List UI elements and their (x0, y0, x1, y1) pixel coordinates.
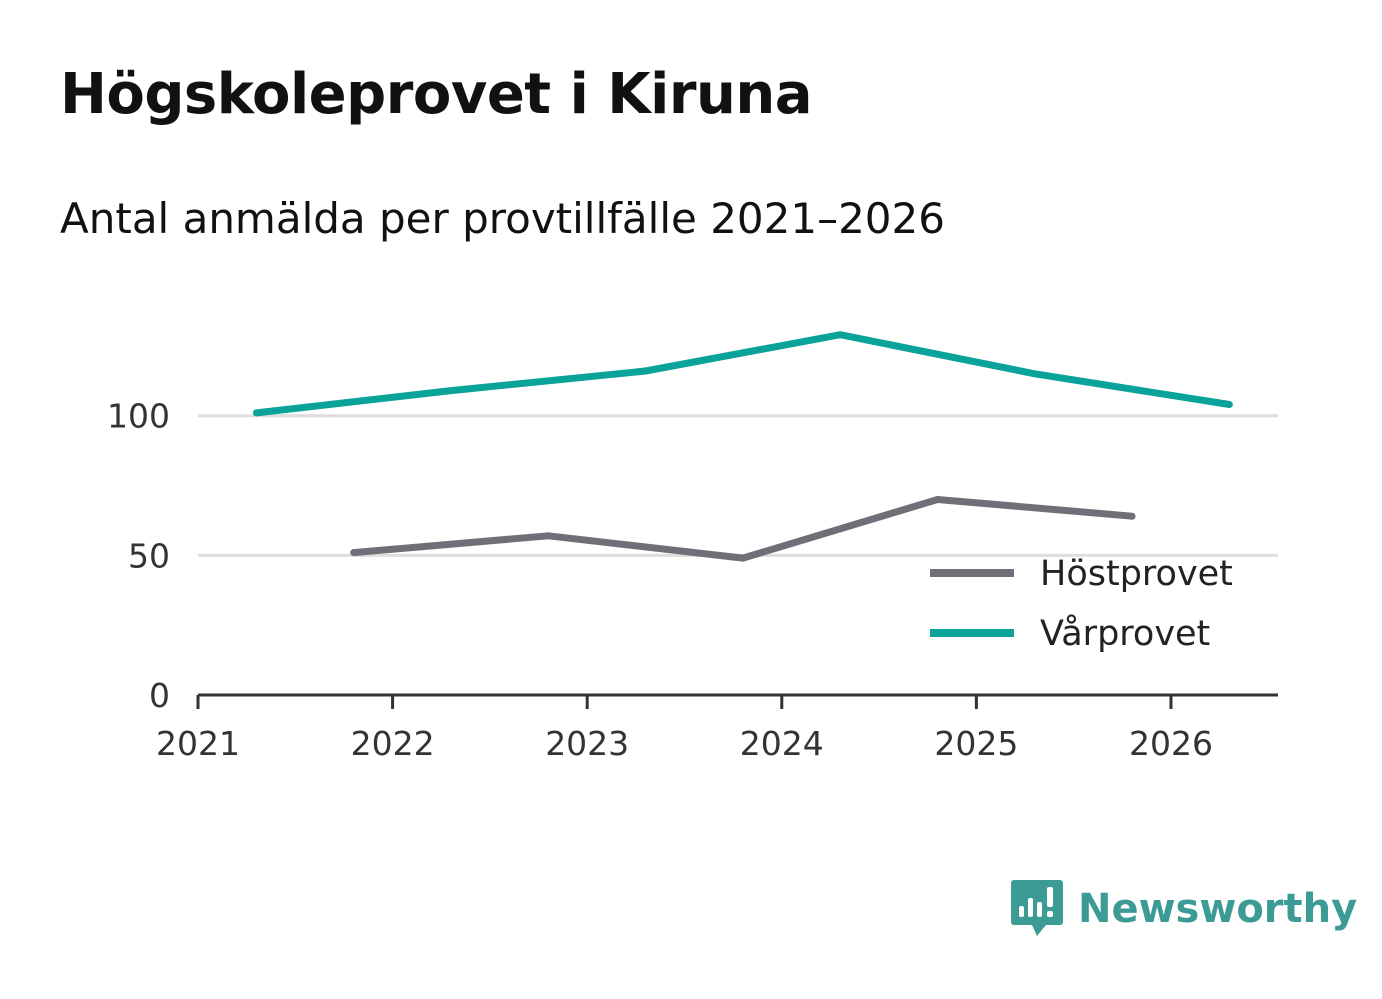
legend-label: Höstprovet (1040, 554, 1233, 594)
y-tick-label: 100 (107, 397, 170, 436)
data-point (350, 549, 358, 557)
x-axis: 2021 2022 2023 2024 2025 2026 (156, 693, 1278, 763)
data-point (1128, 512, 1136, 520)
legend-label: Vårprovet (1040, 613, 1210, 654)
x-tick-label: 2022 (351, 724, 435, 763)
legend: Höstprovet Vårprovet (930, 554, 1233, 654)
data-point (836, 331, 844, 339)
data-point (642, 367, 650, 375)
series-line-hostprovet (353, 496, 1133, 562)
data-point (1031, 370, 1039, 378)
chart-title: Högskoleprovet i Kiruna (60, 62, 813, 127)
x-tick-label: 2021 (156, 724, 240, 763)
series-line-varprovet (256, 331, 1230, 417)
x-tick-label: 2023 (545, 724, 629, 763)
series-lines (252, 331, 1233, 562)
gridlines: 0 50 100 (107, 397, 1278, 715)
data-point (447, 387, 455, 395)
brand-logo: Newsworthy (1010, 878, 1357, 940)
data-point (739, 554, 747, 562)
data-point (1225, 401, 1233, 409)
brand-name: Newsworthy (1078, 886, 1358, 932)
newsworthy-logo-icon (1011, 880, 1063, 936)
data-point (933, 495, 941, 503)
chart-subtitle: Antal anmälda per provtillfälle 2021–202… (60, 194, 945, 243)
x-tick-label: 2024 (740, 724, 824, 763)
data-point (544, 532, 552, 540)
data-point (252, 409, 260, 417)
y-tick-label: 50 (128, 536, 170, 575)
y-tick-label: 0 (149, 676, 170, 715)
x-tick-label: 2026 (1129, 724, 1213, 763)
x-tick-label: 2025 (934, 724, 1018, 763)
